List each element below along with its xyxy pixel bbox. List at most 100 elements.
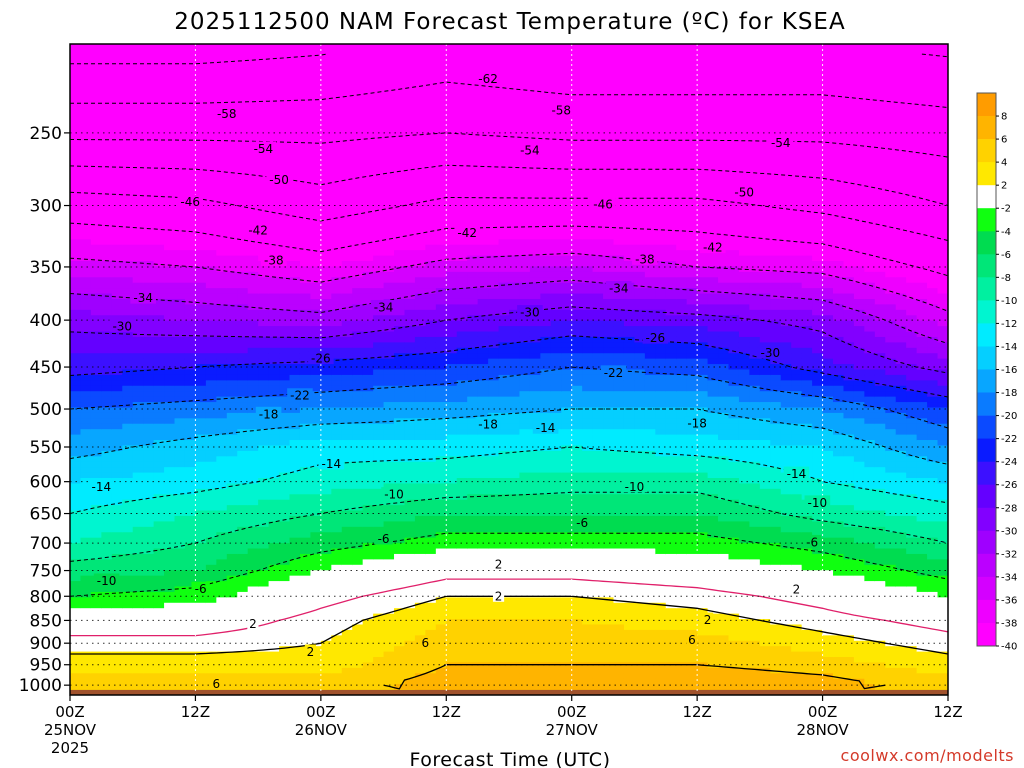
field-cell (174, 304, 186, 311)
field-cell (446, 478, 458, 485)
field-cell (237, 597, 249, 604)
field-cell (352, 429, 364, 436)
field-cell (132, 499, 144, 506)
field-cell (111, 364, 123, 371)
field-cell (425, 223, 437, 230)
field-cell (195, 385, 207, 392)
field-cell (425, 201, 437, 208)
field-cell (90, 54, 102, 61)
field-cell (373, 271, 385, 278)
field-cell (310, 364, 322, 371)
field-cell (226, 586, 238, 593)
field-cell (414, 152, 426, 159)
field-cell (101, 212, 113, 219)
field-cell (394, 450, 406, 457)
field-cell (195, 239, 207, 246)
field-cell (341, 217, 353, 224)
field-cell (143, 239, 155, 246)
field-cell (289, 71, 301, 78)
field-cell (289, 331, 301, 338)
field-cell (216, 288, 228, 295)
field-cell (184, 624, 197, 631)
field-cell (425, 71, 437, 78)
field-cell (90, 619, 102, 626)
field-cell (122, 228, 134, 235)
field-cell (341, 255, 353, 262)
field-cell (279, 353, 291, 360)
field-cell (205, 87, 217, 94)
field-cell (143, 586, 155, 593)
field-cell (435, 277, 447, 284)
field-cell (122, 635, 134, 642)
field-cell (174, 575, 186, 582)
field-cell (237, 635, 249, 642)
field-cell (456, 44, 468, 51)
field-cell (268, 320, 280, 327)
field-cell (268, 190, 280, 197)
field-cell (488, 570, 500, 577)
field-cell (299, 559, 311, 566)
field-cell (341, 60, 353, 67)
field-cell (320, 298, 332, 305)
field-cell (467, 646, 479, 653)
field-cell (174, 678, 186, 685)
field-cell (383, 651, 395, 658)
field-cell (289, 49, 301, 56)
field-cell (268, 624, 280, 631)
field-cell (247, 119, 259, 126)
field-cell (341, 532, 353, 539)
field-cell (394, 92, 406, 99)
field-cell (373, 185, 385, 192)
field-cell (101, 543, 113, 550)
field-cell (498, 103, 510, 110)
field-cell (373, 136, 385, 143)
field-cell (289, 635, 301, 642)
field-cell (111, 358, 123, 365)
field-cell (352, 293, 364, 300)
field-cell (279, 526, 291, 533)
field-cell (184, 646, 197, 653)
field-cell (435, 331, 447, 338)
field-cell (320, 103, 332, 110)
field-cell (331, 347, 343, 354)
field-cell (205, 548, 217, 555)
field-cell (195, 597, 207, 604)
field-cell (80, 152, 92, 159)
field-cell (205, 206, 217, 213)
field-cell (153, 472, 165, 479)
field-cell (414, 505, 426, 512)
field-cell (310, 233, 322, 240)
field-cell (435, 526, 447, 533)
field-cell (289, 461, 301, 468)
field-cell (456, 456, 468, 463)
field-cell (352, 201, 364, 208)
field-cell (383, 434, 395, 441)
field-cell (174, 581, 186, 588)
field-cell (153, 109, 165, 116)
field-cell (153, 217, 165, 224)
field-cell (153, 673, 165, 680)
field-cell (383, 575, 395, 582)
field-cell (498, 179, 510, 186)
field-cell (111, 195, 123, 202)
field-cell (216, 412, 228, 419)
field-cell (111, 586, 123, 593)
field-cell (435, 54, 447, 61)
field-cell (425, 288, 437, 295)
field-cell (143, 147, 155, 154)
field-cell (174, 217, 186, 224)
field-cell (195, 261, 207, 268)
field-cell (352, 581, 364, 588)
field-cell (122, 553, 134, 560)
field-cell (80, 537, 92, 544)
field-cell (477, 581, 489, 588)
field-cell (268, 358, 280, 365)
field-cell (153, 564, 165, 571)
field-cell (90, 521, 102, 528)
field-cell (456, 662, 468, 669)
field-cell (226, 233, 238, 240)
field-cell (258, 185, 270, 192)
field-cell (394, 586, 406, 593)
field-cell (299, 309, 311, 316)
field-cell (310, 629, 322, 636)
